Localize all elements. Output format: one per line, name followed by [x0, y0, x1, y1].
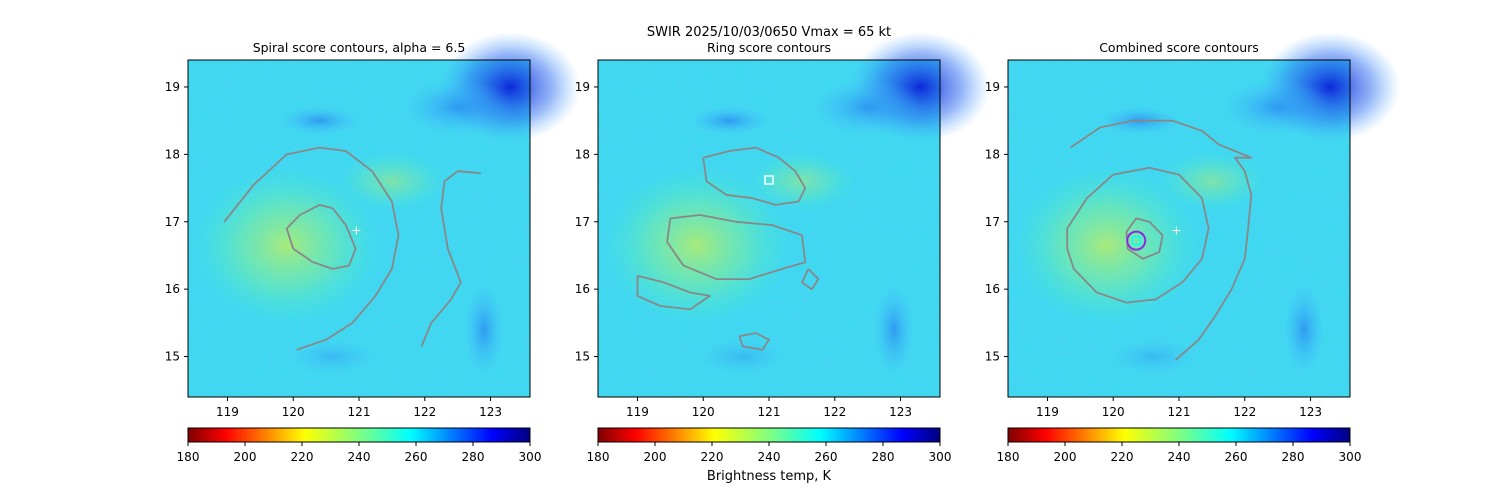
- colorbar-tick-label: 180: [587, 450, 610, 464]
- x-tick-label: 122: [413, 405, 436, 419]
- colorbar-tick-label: 240: [758, 450, 781, 464]
- x-tick-label: 120: [1102, 405, 1125, 419]
- y-tick-label: 17: [165, 215, 180, 229]
- y-tick-label: 19: [165, 80, 180, 94]
- score-contour-5: [801, 268, 820, 291]
- colorbar-tick-label: 300: [929, 450, 952, 464]
- colorbar-tick-label: 240: [1168, 450, 1191, 464]
- colorbar-tick-label: 200: [234, 450, 257, 464]
- x-tick-label: 122: [823, 405, 846, 419]
- y-tick-label: 16: [165, 282, 180, 296]
- cold-cloud-north: [812, 79, 923, 136]
- colorbar-tick-label: 220: [291, 450, 314, 464]
- colorbar-tick-label: 220: [701, 450, 724, 464]
- y-tick-label: 18: [985, 147, 1000, 161]
- colorbar-gradient: [597, 427, 941, 443]
- y-tick-label: 17: [985, 215, 1000, 229]
- colorbar-tick-label: 280: [462, 450, 485, 464]
- score-contour-3: [636, 274, 711, 311]
- warm-core-region: [601, 165, 792, 326]
- colorbar-tick-label: 260: [815, 450, 838, 464]
- cold-band-southwest: [697, 338, 788, 375]
- x-tick-label: 120: [692, 405, 715, 419]
- warm-core-region: [1011, 165, 1202, 326]
- cold-band-southwest: [287, 338, 378, 375]
- colorbar-tick-label: 300: [519, 450, 542, 464]
- panel-title: Combined score contours: [1099, 40, 1259, 55]
- colorbar-tick-label: 280: [1282, 450, 1305, 464]
- cold-band-south: [463, 284, 504, 375]
- score-contour-2: [666, 214, 807, 280]
- center-square-marker: [1131, 235, 1141, 246]
- colorbar-tick-label: 180: [177, 450, 200, 464]
- y-tick-label: 15: [575, 350, 590, 364]
- y-tick-label: 15: [165, 350, 180, 364]
- x-tick-label: 119: [216, 405, 239, 419]
- cold-cloud-north: [402, 79, 513, 136]
- warm-core-region: [191, 165, 382, 326]
- x-tick-label: 119: [626, 405, 649, 419]
- x-tick-label: 121: [348, 405, 371, 419]
- colorbar-tick-label: 220: [1111, 450, 1134, 464]
- cold-band-southwest: [1107, 338, 1198, 375]
- warm-band-region: [1156, 151, 1267, 212]
- center-circle-marker: [1126, 230, 1147, 251]
- y-tick-label: 16: [575, 282, 590, 296]
- panel-title: Spiral score contours, alpha = 6.5: [253, 40, 466, 55]
- x-tick-label: 123: [889, 405, 912, 419]
- y-tick-label: 18: [575, 147, 590, 161]
- colorbar-3: 180 200 220 240 260 280 300: [997, 427, 1362, 464]
- center-square-marker: [764, 175, 774, 185]
- score-contour-1: [1125, 217, 1164, 260]
- y-tick-label: 15: [985, 350, 1000, 364]
- score-contour-3: [420, 170, 481, 347]
- cold-band-north: [279, 106, 360, 135]
- panel-1: 119 120 121 122 123 15 16 17 18 19 Spiral score co…: [165, 31, 581, 464]
- score-contour-1: [285, 204, 357, 270]
- score-contour-1: [702, 146, 807, 206]
- colorbar-1: 180 200 220 240 260 280 300: [177, 427, 542, 464]
- colorbar-2: 180 200 220 240 260 280 300 Brightness temp, K: [587, 427, 952, 484]
- y-tick-label: 18: [165, 147, 180, 161]
- score-contour-2: [223, 146, 400, 351]
- x-tick-label: 123: [479, 405, 502, 419]
- center-plus-marker: [352, 226, 361, 235]
- x-tick-label: 120: [282, 405, 305, 419]
- score-contour-4: [738, 332, 770, 351]
- colorbar-tick-label: 200: [644, 450, 667, 464]
- colorbar-gradient: [1007, 427, 1351, 443]
- colorbar-tick-label: 280: [872, 450, 895, 464]
- colorbar-tick-label: 260: [405, 450, 428, 464]
- cold-band-north: [689, 106, 770, 135]
- cold-band-south: [873, 284, 914, 375]
- score-contour-3: [1069, 119, 1253, 361]
- colorbar-tick-label: 240: [348, 450, 371, 464]
- figure-suptitle: SWIR 2025/10/03/0650 Vmax = 65 kt: [647, 25, 891, 40]
- colorbar-tick-label: 180: [997, 450, 1020, 464]
- x-tick-label: 122: [1233, 405, 1256, 419]
- y-tick-label: 19: [985, 80, 1000, 94]
- center-plus-marker: [1172, 226, 1181, 235]
- x-tick-label: 121: [758, 405, 781, 419]
- cold-cloud-north: [1222, 79, 1333, 136]
- panel-2: 119 120 121 122 123 15 16 17 18 19 Ring score cont…: [575, 31, 991, 484]
- x-tick-label: 123: [1299, 405, 1322, 419]
- colorbar-tick-label: 260: [1225, 450, 1248, 464]
- panel-title: Ring score contours: [707, 40, 831, 55]
- y-tick-label: 19: [575, 80, 590, 94]
- cold-band-south: [1283, 284, 1324, 375]
- panel-3: 119 120 121 122 123 15 16 17 18 19 Combined score …: [985, 31, 1401, 464]
- y-tick-label: 16: [985, 282, 1000, 296]
- colorbar-tick-label: 200: [1054, 450, 1077, 464]
- x-tick-label: 121: [1168, 405, 1191, 419]
- colorbar-gradient: [187, 427, 531, 443]
- colorbar-label: Brightness temp, K: [707, 469, 832, 484]
- x-tick-label: 119: [1036, 405, 1059, 419]
- y-tick-label: 17: [575, 215, 590, 229]
- colorbar-tick-label: 300: [1339, 450, 1362, 464]
- score-contour-2: [1066, 166, 1210, 304]
